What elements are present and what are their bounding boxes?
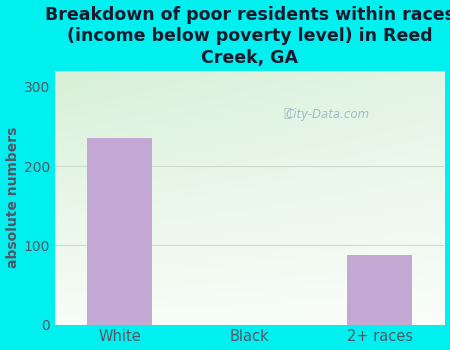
Text: Ⓠ: Ⓠ xyxy=(283,107,290,120)
Bar xyxy=(87,138,153,324)
Title: Breakdown of poor residents within races
(income below poverty level) in Reed
Cr: Breakdown of poor residents within races… xyxy=(45,6,450,66)
Y-axis label: absolute numbers: absolute numbers xyxy=(5,127,19,268)
Bar xyxy=(347,255,412,324)
Text: City-Data.com: City-Data.com xyxy=(286,107,369,120)
